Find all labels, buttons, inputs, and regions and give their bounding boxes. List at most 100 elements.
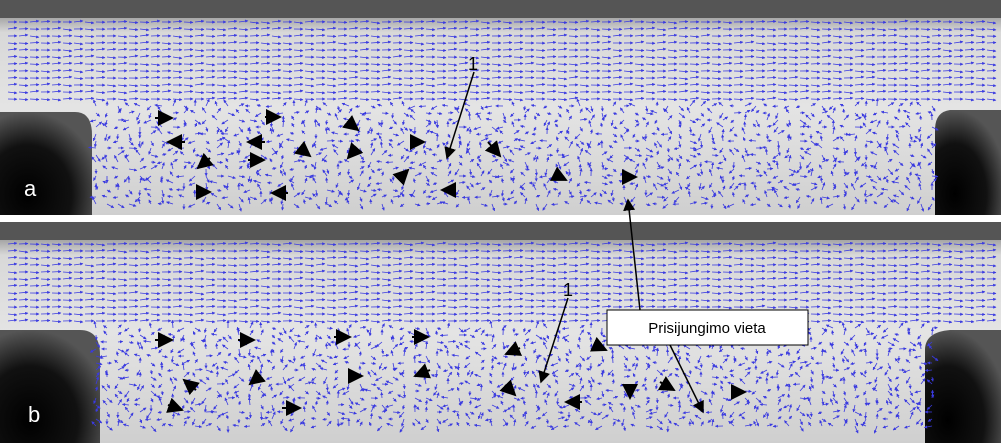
- arrow: [150, 19, 161, 23]
- arrow: [29, 40, 40, 45]
- arrow: [931, 19, 942, 24]
- arrow: [513, 40, 524, 45]
- arrow: [62, 41, 73, 45]
- arrow: [678, 48, 689, 53]
- arrow: [161, 55, 172, 59]
- arrow: [348, 55, 359, 59]
- arrow: [799, 19, 810, 24]
- arrow: [722, 55, 733, 60]
- panel-a: a: [0, 0, 1001, 215]
- arrow: [843, 291, 854, 295]
- arrow: [931, 33, 942, 38]
- arrow: [480, 69, 491, 73]
- arrow: [589, 419, 593, 427]
- arrow: [887, 41, 898, 45]
- arrow: [777, 76, 788, 80]
- arrow: [414, 27, 425, 31]
- arrow: [216, 270, 227, 274]
- arrow: [887, 28, 898, 32]
- arrow: [293, 33, 304, 37]
- arrow: [556, 397, 560, 405]
- arrow: [292, 355, 296, 362]
- arrow: [480, 347, 487, 351]
- arrow: [667, 26, 678, 30]
- arrow: [502, 69, 513, 73]
- arrow: [612, 48, 623, 53]
- arrow: [578, 363, 582, 371]
- arrow: [216, 28, 227, 32]
- arrow: [326, 55, 337, 59]
- arrow: [95, 263, 106, 267]
- arrow: [986, 21, 997, 25]
- arrow: [942, 28, 953, 32]
- arrow: [315, 28, 326, 32]
- arrow: [128, 54, 139, 58]
- arrow: [755, 19, 766, 24]
- arrow: [447, 298, 458, 302]
- arrow: [700, 55, 711, 59]
- arrow: [216, 33, 227, 37]
- arrow: [975, 19, 986, 24]
- arrow: [337, 33, 348, 38]
- arrow: [215, 343, 219, 350]
- arrow: [436, 62, 447, 66]
- arrow: [601, 35, 612, 39]
- arrow: [942, 69, 953, 73]
- arrow: [348, 26, 359, 30]
- arrow: [468, 128, 472, 135]
- arrow: [535, 249, 546, 253]
- arrow: [29, 97, 40, 101]
- arrow: [865, 47, 876, 51]
- arrow: [138, 372, 142, 378]
- arrow: [51, 40, 62, 44]
- arrow: [953, 20, 964, 24]
- arrow: [975, 40, 986, 44]
- arrow: [7, 54, 18, 59]
- arrow: [612, 19, 623, 23]
- arrow: [755, 277, 766, 281]
- arrow: [788, 41, 799, 46]
- arrow: [942, 49, 953, 53]
- arrow: [645, 56, 656, 60]
- arrow: [260, 21, 271, 25]
- arrow: [370, 21, 381, 25]
- arrow: [414, 33, 425, 37]
- arrow: [590, 40, 601, 44]
- arrow: [579, 55, 590, 59]
- arrow: [265, 410, 273, 414]
- arrow: [568, 319, 579, 323]
- arrow: [403, 35, 414, 39]
- arrow: [227, 49, 238, 53]
- arrow: [502, 21, 513, 25]
- arrow: [634, 69, 645, 73]
- arrow: [887, 319, 898, 323]
- arrow: [568, 54, 579, 59]
- arrow: [799, 47, 810, 51]
- arrow: [414, 42, 425, 46]
- arrow: [651, 132, 658, 136]
- arrow: [7, 47, 18, 51]
- arrow: [810, 42, 821, 46]
- arrow: [458, 55, 469, 60]
- arrow: [359, 26, 370, 31]
- arrow: [150, 54, 161, 59]
- arrow: [611, 355, 615, 364]
- arrow: [304, 28, 315, 32]
- arrow: [348, 19, 359, 24]
- arrow: [447, 26, 458, 30]
- arrow: [667, 40, 678, 44]
- arrow: [700, 27, 711, 31]
- arrow: [183, 410, 191, 414]
- arrow: [447, 35, 458, 39]
- arrow: [656, 33, 667, 37]
- arrow: [172, 35, 183, 39]
- arrow: [777, 42, 788, 46]
- arrow: [546, 33, 557, 37]
- arrow: [623, 277, 634, 281]
- arrow: [227, 33, 238, 38]
- arrow: [183, 48, 194, 52]
- arrow: [843, 28, 854, 32]
- arrow: [337, 42, 348, 46]
- arrow: [645, 48, 656, 53]
